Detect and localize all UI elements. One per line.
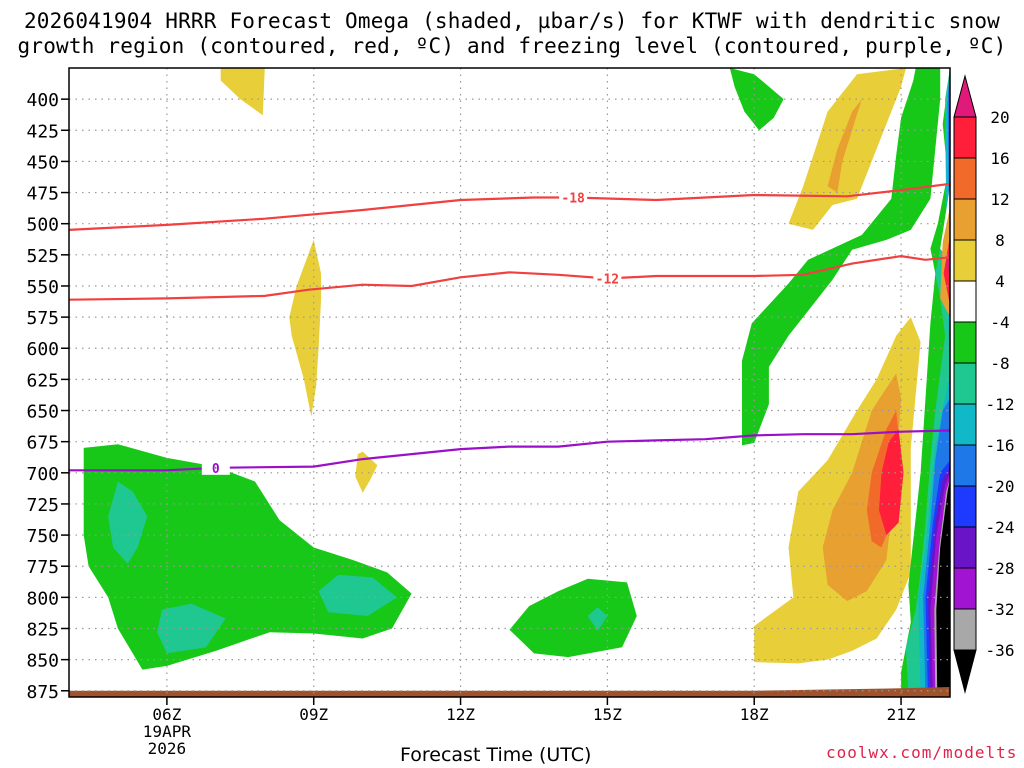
- colorbar-label: 4: [995, 272, 1005, 291]
- y-tick-label: 625: [26, 370, 59, 391]
- omega-region--4: [729, 68, 784, 131]
- contour-line: [69, 254, 950, 301]
- x-tick-label: 12Z: [446, 705, 475, 724]
- colorbar-label: -16: [986, 436, 1015, 455]
- omega-region--36: [936, 479, 950, 697]
- colorbar-label: 12: [990, 190, 1009, 209]
- colorbar-segment: [953, 403, 977, 446]
- colorbar-label: -8: [990, 354, 1009, 373]
- colorbar-segment: [953, 362, 977, 405]
- y-tick-label: 800: [26, 588, 59, 609]
- contour-label: -18: [561, 192, 585, 207]
- colorbar-label: -36: [986, 641, 1015, 660]
- omega-region--8: [318, 574, 397, 616]
- colorbar-label: -20: [986, 477, 1015, 496]
- y-tick-label: 575: [26, 308, 59, 329]
- omega-region-16: [879, 429, 904, 536]
- colorbar-segment: [953, 198, 977, 241]
- colorbar-segment: [953, 321, 977, 364]
- omega-region-4: [289, 239, 322, 417]
- contour-label-bg: [201, 460, 230, 475]
- colorbar-segment: [953, 116, 977, 159]
- x-tick-label: 09Z: [299, 705, 328, 724]
- x-tick-label: 21Z: [887, 705, 916, 724]
- y-tick-label: 675: [26, 433, 59, 454]
- y-tick-label: 850: [26, 651, 59, 672]
- plot-area: -18 -12 0: [69, 68, 950, 697]
- colorbar-segment: [953, 280, 977, 323]
- colorbar-segment: [953, 444, 977, 487]
- omega-region--8: [587, 607, 608, 631]
- x-axis-label: Forecast Time (UTC): [400, 744, 592, 766]
- omega-region--8: [157, 603, 226, 654]
- y-tick-label: 750: [26, 526, 59, 547]
- y-tick-label: 650: [26, 402, 59, 423]
- y-tick-label: 475: [26, 184, 59, 205]
- colorbar-label: -12: [986, 395, 1015, 414]
- colorbar-label: 16: [990, 149, 1009, 168]
- x-date-label: 2026: [148, 739, 187, 758]
- colorbar-label: -4: [990, 313, 1009, 332]
- contour-line: [69, 182, 950, 231]
- colorbar-label: -32: [986, 600, 1015, 619]
- omega-region--4: [509, 578, 637, 658]
- omega-region-4: [788, 68, 906, 230]
- y-tick-label: 400: [26, 90, 59, 111]
- y-tick-label: 700: [26, 464, 59, 485]
- y-tick-label: 600: [26, 339, 59, 360]
- y-tick-label: 450: [26, 152, 59, 173]
- colorbar-segment: [953, 567, 977, 610]
- colorbar-segment: [953, 485, 977, 528]
- omega-region-4: [355, 451, 378, 493]
- omega-region-16: [943, 236, 950, 305]
- y-tick-label: 550: [26, 277, 59, 298]
- y-tick-label: 775: [26, 557, 59, 578]
- omega-region-8: [827, 99, 862, 193]
- colorbar-label: -24: [986, 518, 1015, 537]
- contour-label-bg: [593, 271, 622, 286]
- colorbar-segment: [953, 526, 977, 569]
- colorbar-arrow-bottom: [953, 649, 977, 694]
- contour-line: [69, 429, 950, 472]
- colorbar-segment: [953, 157, 977, 200]
- x-tick-label: 15Z: [593, 705, 622, 724]
- colorbar-arrow-top: [953, 74, 977, 118]
- colorbar-segment: [953, 239, 977, 282]
- y-tick-label: 425: [26, 121, 59, 142]
- omega-region--8: [108, 481, 148, 564]
- chart-title-line1: 2026041904 HRRR Forecast Omega (shaded, …: [23, 9, 1001, 33]
- x-date-label: 19APR: [143, 722, 192, 741]
- y-tick-label: 525: [26, 246, 59, 267]
- credit-link[interactable]: coolwx.com/modelts: [826, 743, 1018, 762]
- colorbar-segment: [953, 608, 977, 651]
- terrain-ground: [69, 687, 950, 697]
- x-tick-label: 06Z: [152, 705, 181, 724]
- colorbar-label: 8: [995, 231, 1005, 250]
- x-tick-label: 18Z: [740, 705, 769, 724]
- contour-label: 0: [212, 462, 220, 477]
- contour-label: -12: [596, 272, 619, 287]
- chart-title-line2: growth region (contoured, red, ºC) and f…: [17, 34, 1007, 58]
- y-tick-label: 725: [26, 495, 59, 516]
- omega-region-4: [220, 68, 265, 116]
- y-tick-label: 875: [26, 682, 59, 703]
- colorbar-label: 20: [990, 108, 1009, 127]
- colorbar-label: -28: [986, 559, 1015, 578]
- plot-frame: [68, 67, 951, 698]
- omega-region--4: [742, 68, 941, 446]
- y-tick-label: 500: [26, 215, 59, 236]
- y-tick-label: 825: [26, 619, 59, 640]
- contour-label-bg: [559, 190, 588, 205]
